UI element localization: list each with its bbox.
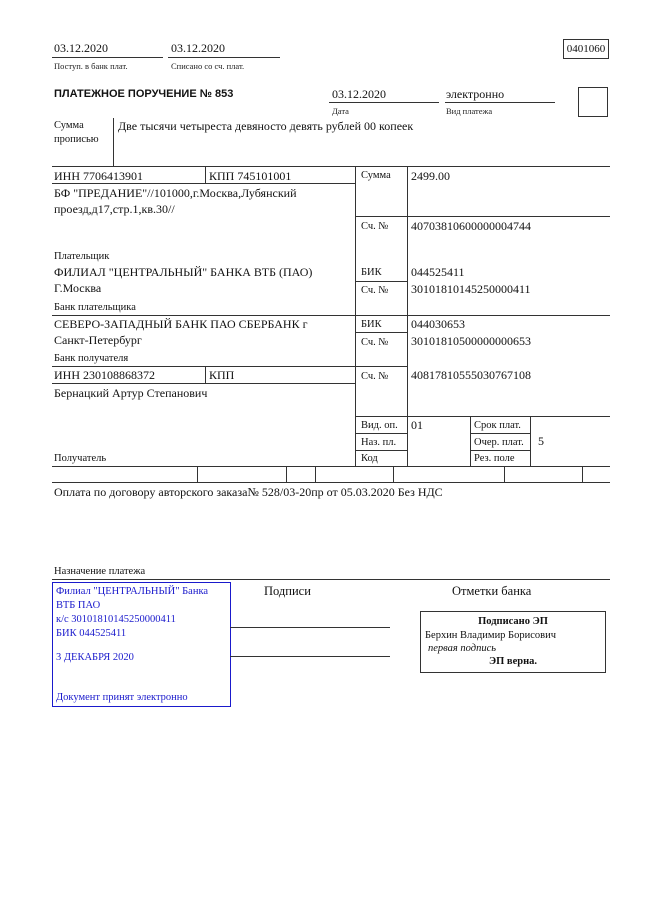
stamp-line-2: ВТБ ПАО — [56, 600, 101, 611]
sum-label: Сумма — [361, 170, 391, 181]
e-signature-box — [420, 611, 606, 673]
payee-bank-name-1: СЕВЕРО-ЗАПАДНЫЙ БАНК ПАО СБЕРБАНК г — [54, 317, 308, 331]
priority-label: Очер. плат. — [474, 437, 524, 448]
received-label: Поступ. в банк плат. — [54, 61, 128, 71]
signature-verified: ЭП верна. — [488, 656, 537, 667]
payee-bank-acc-label: Сч. № — [361, 337, 389, 348]
priority: 5 — [538, 434, 544, 448]
payer-bank-bik-label: БИК — [361, 267, 382, 278]
amount-words: Две тысячи четыреста девяносто девять ру… — [118, 119, 414, 133]
reserve-label: Рез. поле — [474, 453, 515, 464]
payee-kpp: КПП — [209, 368, 235, 382]
code-label: Код — [361, 453, 378, 464]
payer-bank-name-2: Г.Москва — [54, 281, 102, 295]
payer-account-label: Сч. № — [361, 221, 389, 232]
sum-value: 2499.00 — [411, 169, 450, 183]
document-date: 03.12.2020 — [332, 87, 386, 101]
stamp-line-5: 3 ДЕКАБРЯ 2020 — [56, 652, 134, 663]
payment-type: электронно — [446, 87, 505, 101]
op-type-label: Вид. оп. — [361, 420, 398, 431]
payee-bank-bik: 044030653 — [411, 317, 465, 331]
amount-words-label-1: Сумма — [54, 120, 84, 131]
purpose-code-label: Наз. пл. — [361, 437, 397, 448]
stamp-line-6: Документ принят электронно — [56, 692, 188, 703]
stamp-line-4: БИК 044525411 — [56, 628, 127, 639]
payer-bank-name-1: ФИЛИАЛ "ЦЕНТРАЛЬНЫЙ" БАНКА ВТБ (ПАО) — [54, 265, 313, 279]
purpose-label: Назначение платежа — [54, 566, 146, 577]
term-label: Срок плат. — [474, 420, 521, 431]
status-box — [578, 87, 608, 117]
payer-bank-label: Банк плательщика — [54, 302, 136, 313]
signed-label: Подписано ЭП — [478, 616, 548, 627]
payee-name: Бернацкий Артур Степанович — [54, 386, 208, 400]
signer-role: первая подпись — [428, 643, 497, 654]
debited-date: 03.12.2020 — [171, 41, 225, 55]
signatures-label: Подписи — [264, 584, 311, 598]
payer-account: 40703810600000004744 — [411, 219, 531, 233]
debited-label: Списано со сч. плат. — [171, 61, 245, 71]
bank-marks-label: Отметки банка — [452, 584, 532, 598]
payee-bank-acc: 30101810500000000653 — [411, 334, 531, 348]
payee-label: Получатель — [54, 453, 107, 464]
payer-name-1: БФ "ПРЕДАНИЕ"//101000,г.Москва,Лубянский — [54, 186, 297, 200]
stamp-line-3: к/с 30101810145250000411 — [56, 614, 176, 625]
signer-name: Берхин Владимир Борисович — [425, 630, 556, 641]
received-date: 03.12.2020 — [54, 41, 108, 55]
purpose-text: Оплата по договору авторского заказа№ 52… — [54, 485, 443, 499]
amount-words-label-2: прописью — [54, 134, 99, 145]
date-label: Дата — [332, 106, 349, 116]
payee-bank-name-2: Санкт-Петербург — [54, 333, 142, 347]
payer-bank-acc-label: Сч. № — [361, 285, 389, 296]
page-title: ПЛАТЕЖНОЕ ПОРУЧЕНИЕ № 853 — [54, 88, 234, 100]
payee-inn: ИНН 230108868372 — [54, 368, 155, 382]
op-type: 01 — [411, 418, 423, 432]
payer-bank-acc: 30101810145250000411 — [411, 282, 531, 296]
payee-acc: 40817810555030767108 — [411, 368, 531, 382]
payer-bank-bik: 044525411 — [411, 265, 465, 279]
payment-type-label: Вид платежа — [446, 106, 493, 116]
payee-acc-label: Сч. № — [361, 371, 389, 382]
payer-name-2: проезд,д17,стр.1,кв.30// — [54, 202, 175, 216]
payer-inn: ИНН 7706413901 — [54, 169, 143, 183]
bank-stamp — [52, 582, 231, 707]
form-code: 0401060 — [563, 39, 609, 59]
stamp-line-1: Филиал "ЦЕНТРАЛЬНЫЙ" Банка — [56, 586, 209, 597]
payee-bank-bik-label: БИК — [361, 319, 382, 330]
payer-kpp: КПП 745101001 — [209, 169, 292, 183]
payer-label: Плательщик — [54, 251, 110, 262]
payee-bank-label: Банк получателя — [54, 353, 129, 364]
